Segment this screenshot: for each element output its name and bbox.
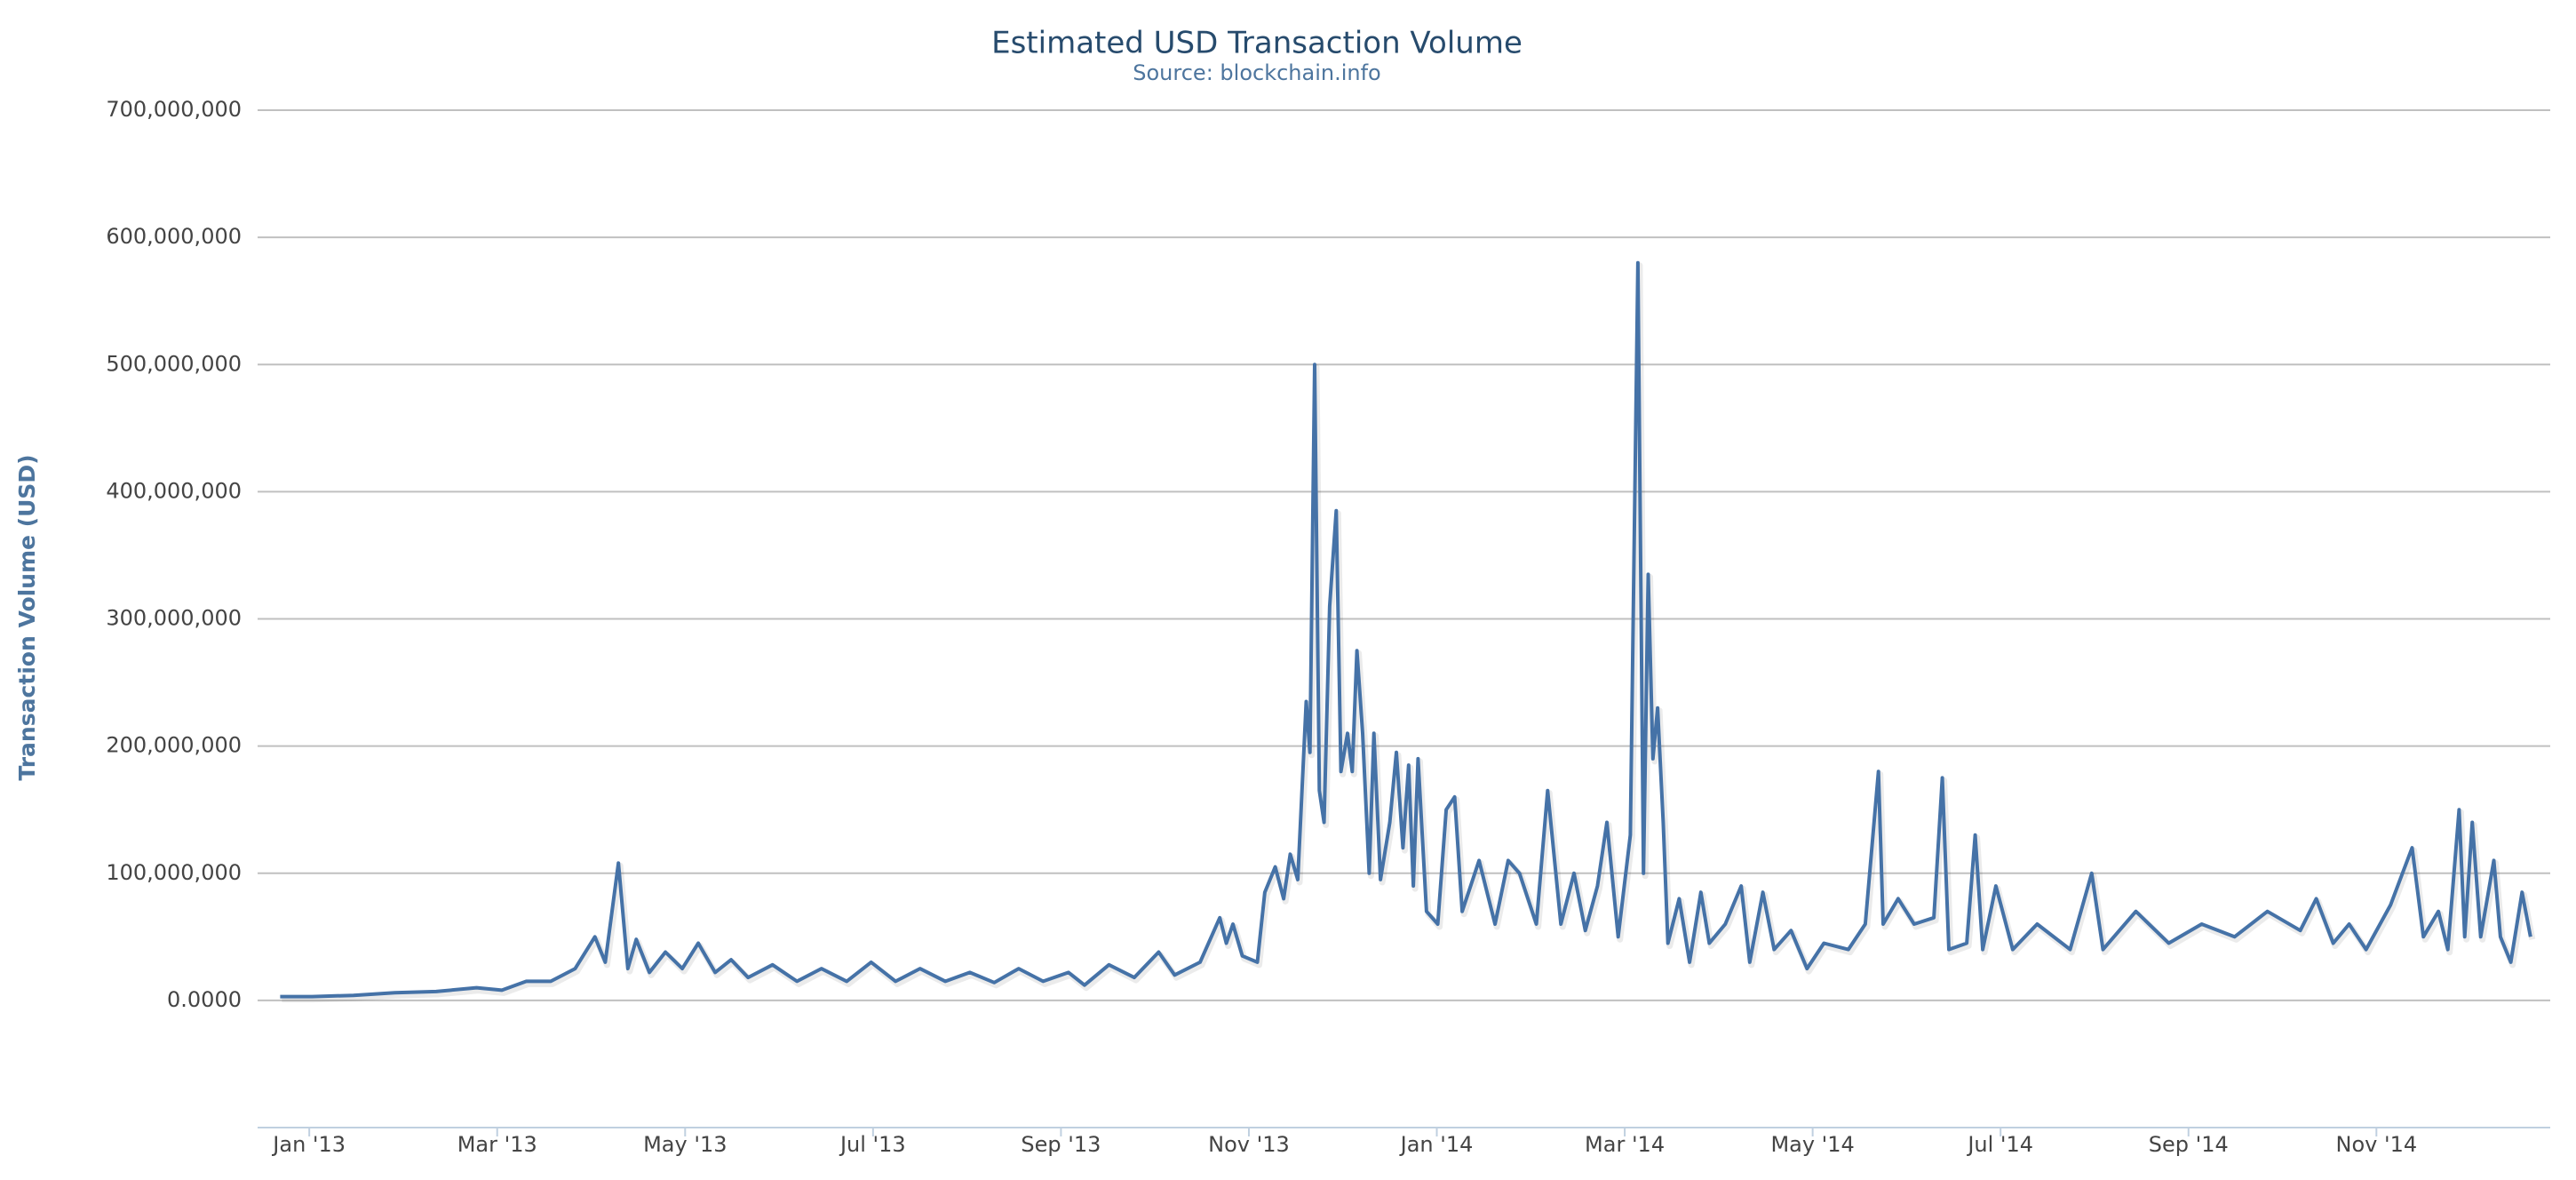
y-tick-label: 600,000,000: [106, 224, 242, 249]
x-tick-label: Nov '13: [1208, 1132, 1290, 1157]
x-tick-label: Jan '14: [1399, 1132, 1474, 1157]
y-tick-label: 100,000,000: [106, 860, 242, 885]
y-axis-title: Transaction Volume (USD): [14, 454, 40, 780]
x-tick-label: Sep '13: [1021, 1132, 1101, 1157]
x-tick-label: Mar '14: [1585, 1132, 1665, 1157]
y-tick-label: 0.0000: [167, 987, 242, 1012]
x-tick-label: Jul '13: [839, 1132, 906, 1157]
x-tick-label: Nov '14: [2336, 1132, 2418, 1157]
y-tick-label: 200,000,000: [106, 733, 242, 758]
y-tick-label: 400,000,000: [106, 478, 242, 503]
x-tick-label: Mar '13: [457, 1132, 537, 1157]
x-tick-label: Sep '14: [2149, 1132, 2229, 1157]
x-tick-label: Jan '13: [271, 1132, 346, 1157]
chart-title: Estimated USD Transaction Volume: [991, 26, 1523, 61]
y-tick-label: 500,000,000: [106, 351, 242, 376]
x-tick-label: May '13: [643, 1132, 727, 1157]
series-line: [280, 260, 2532, 999]
x-tick-label: Jul '14: [1966, 1132, 2033, 1157]
chart-subtitle: Source: blockchain.info: [1133, 60, 1380, 85]
y-tick-label: 700,000,000: [106, 97, 242, 122]
x-tick-label: May '14: [1770, 1132, 1854, 1157]
y-tick-label: 300,000,000: [106, 606, 242, 631]
